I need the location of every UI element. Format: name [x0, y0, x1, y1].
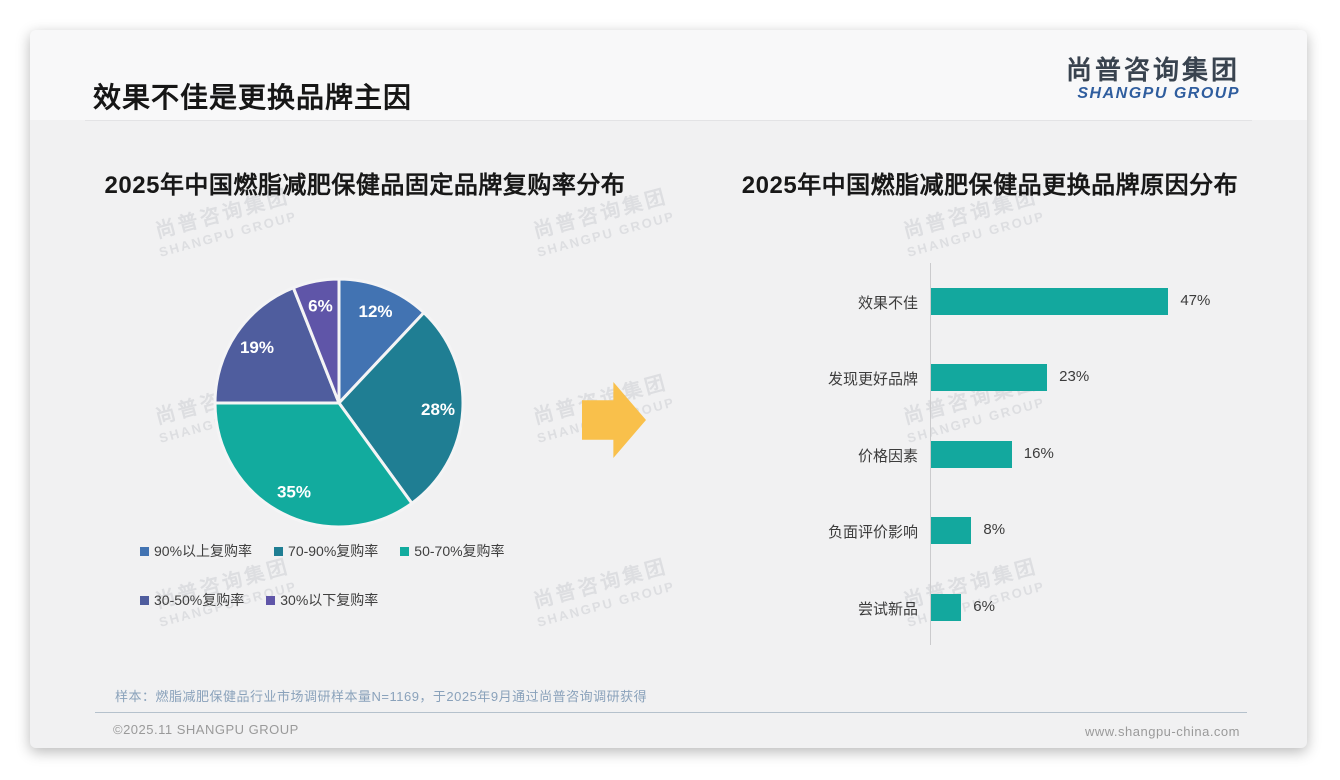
- right-arrow-icon: [582, 382, 646, 458]
- bar-效果不佳: [931, 288, 1169, 315]
- slide-header: [30, 30, 1307, 120]
- pie-slice-90%以上复购率: [337, 277, 426, 405]
- bar-row-价格因素: 价格因素 16%: [680, 440, 1290, 469]
- pie-slice-50-70%复购率: [213, 401, 414, 529]
- legend-row: 30-50%复购率 30%以下复购率: [140, 590, 610, 610]
- legend-swatch-icon: [274, 546, 284, 556]
- legend-label: 30-50%复购率: [154, 592, 245, 608]
- pie-data-label: 35%: [277, 482, 311, 501]
- legend-swatch-icon: [266, 595, 276, 605]
- watermark-english-text: SHANGPU GROUP: [905, 208, 1047, 260]
- logo-chinese-text: 尚普咨询集团: [1065, 55, 1240, 85]
- pie-data-label: 12%: [359, 302, 393, 321]
- watermark-english-text: SHANGPU GROUP: [157, 208, 299, 260]
- page-title: 效果不佳是更换品牌主因: [93, 82, 413, 113]
- bar-row-效果不佳: 效果不佳 47%: [680, 288, 1290, 316]
- bar-尝试新品: [931, 593, 962, 621]
- bar-category-label: 效果不佳: [857, 295, 918, 312]
- bar-row-发现更好品牌: 发现更好品牌 23%: [680, 364, 1290, 392]
- header-divider: [85, 120, 1252, 121]
- bar-category-label: 发现更好品牌: [827, 371, 918, 389]
- pie-slice-70-90%复购率: [337, 311, 465, 505]
- bar-value-label: 47%: [1180, 292, 1211, 309]
- legend-item-70-90%复购率: 70-90%复购率: [274, 541, 378, 561]
- legend-label: 50-70%复购率: [414, 543, 505, 559]
- copyright-text: ©2025.11 SHANGPU GROUP: [113, 722, 299, 737]
- legend-label: 90%以上复购率: [154, 543, 253, 559]
- bar-row-负面评价影响: 负面评价影响 8%: [680, 517, 1290, 545]
- bar-chart: 效果不佳 47% 发现更好品牌 23% 价格因素 16% 负面评价影响 8% 尝试新品 6%: [680, 263, 1290, 663]
- pie-chart-title: 2025年中国燃脂减肥保健品固定品牌复购率分布: [104, 172, 626, 199]
- legend-swatch-icon: [400, 546, 410, 556]
- bar-发现更好品牌: [931, 364, 1048, 392]
- website-text: www.shangpu-china.com: [1084, 724, 1240, 739]
- footer-divider: [95, 712, 1247, 713]
- bar-category-label: 尝试新品: [857, 600, 918, 618]
- logo-english-text: SHANGPU GROUP: [1077, 85, 1240, 103]
- legend-row: 90%以上复购率 70-90%复购率 50-70%复购率: [140, 541, 610, 561]
- legend-item-90%以上复购率: 90%以上复购率: [140, 541, 252, 561]
- bar-负面评价影响: [931, 517, 972, 545]
- legend-swatch-icon: [140, 595, 149, 605]
- pie-data-label: 6%: [308, 297, 333, 316]
- legend-item-30%以下复购率: 30%以下复购率: [266, 590, 378, 610]
- bar-value-label: 6%: [973, 597, 995, 615]
- sample-note: 样本：燃脂减肥保健品行业市场调研样本量N=1169，于2025年9月通过尚普咨询…: [115, 689, 648, 704]
- bar-category-label: 负面评价影响: [827, 524, 918, 542]
- pie-slice-30%以下复购率: [291, 277, 341, 405]
- bar-category-label: 价格因素: [857, 447, 918, 465]
- slide-card: 效果不佳是更换品牌主因 尚普咨询集团 SHANGPU GROUP 尚普咨询集团 S…: [30, 30, 1307, 748]
- bar-row-尝试新品: 尝试新品 6%: [680, 593, 1290, 622]
- legend-item-50-70%复购率: 50-70%复购率: [400, 541, 505, 561]
- bar-chart-title: 2025年中国燃脂减肥保健品更换品牌原因分布: [741, 172, 1239, 199]
- pie-data-label: 19%: [240, 338, 274, 357]
- legend-label: 70-90%复购率: [288, 543, 379, 559]
- bar-价格因素: [931, 440, 1012, 468]
- pie-data-label: 28%: [421, 400, 455, 419]
- bar-value-label: 8%: [983, 521, 1006, 539]
- legend-label: 30%以下复购率: [280, 592, 379, 608]
- legend-item-30-50%复购率: 30-50%复购率: [140, 590, 244, 610]
- watermark-english-text: SHANGPU GROUP: [535, 208, 677, 260]
- pie-legend: 90%以上复购率 70-90%复购率 50-70%复购率 30-50%复购率 30%以下…: [140, 541, 610, 639]
- bar-value-label: 23%: [1059, 368, 1090, 386]
- company-logo: 尚普咨询集团 SHANGPU GROUP: [1065, 55, 1240, 103]
- bar-chart-axis: [930, 263, 931, 645]
- bar-value-label: 16%: [1023, 444, 1054, 462]
- pie-slice-30-50%复购率: [213, 286, 341, 405]
- legend-swatch-icon: [140, 546, 149, 556]
- pie-chart: 12% 28% 35% 19% 6%: [213, 277, 465, 529]
